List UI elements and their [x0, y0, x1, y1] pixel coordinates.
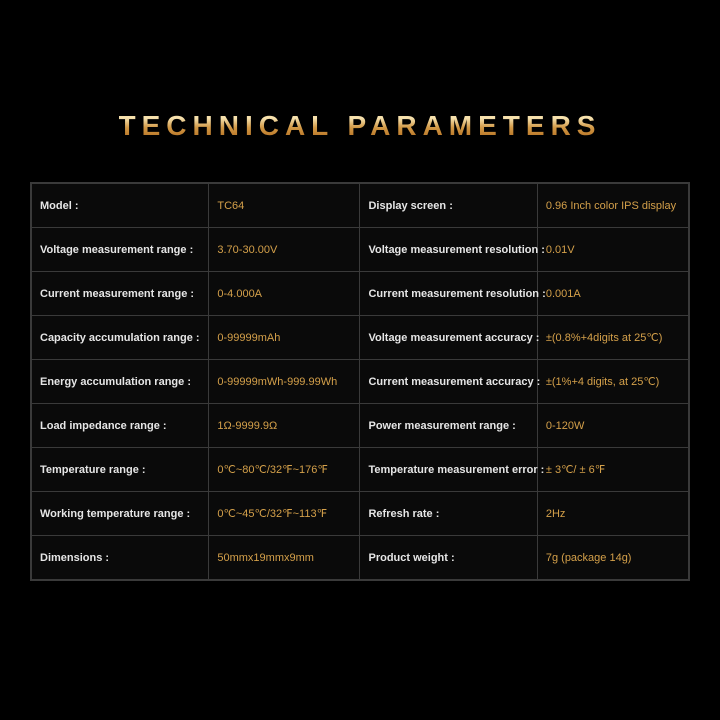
param-label: Voltage measurement resolution :: [360, 228, 537, 272]
param-value: 1Ω-9999.9Ω: [209, 404, 360, 448]
param-value: 50mmx19mmx9mm: [209, 536, 360, 580]
param-label: Refresh rate :: [360, 492, 537, 536]
param-value: 0-4.000A: [209, 272, 360, 316]
param-label: Current measurement accuracy :: [360, 360, 537, 404]
param-value: 0.96 Inch color IPS display: [537, 184, 688, 228]
param-label: Current measurement resolution :: [360, 272, 537, 316]
param-label: Model :: [32, 184, 209, 228]
param-value: 0℃~80℃/32℉~176℉: [209, 448, 360, 492]
param-value: TC64: [209, 184, 360, 228]
param-value: 2Hz: [537, 492, 688, 536]
param-label: Product weight :: [360, 536, 537, 580]
parameters-table-wrap: Model :TC64Display screen :0.96 Inch col…: [30, 182, 690, 581]
param-value: 0-99999mWh-999.99Wh: [209, 360, 360, 404]
param-label: Display screen :: [360, 184, 537, 228]
table-row: Capacity accumulation range :0-99999mAhV…: [32, 316, 689, 360]
page-title: TECHNICAL PARAMETERS: [119, 110, 602, 142]
param-value: 0-120W: [537, 404, 688, 448]
param-label: Voltage measurement range :: [32, 228, 209, 272]
table-row: Dimensions :50mmx19mmx9mmProduct weight …: [32, 536, 689, 580]
table-row: Energy accumulation range :0-99999mWh-99…: [32, 360, 689, 404]
param-label: Capacity accumulation range :: [32, 316, 209, 360]
table-row: Load impedance range :1Ω-9999.9ΩPower me…: [32, 404, 689, 448]
param-value: ±(0.8%+4digits at 25℃): [537, 316, 688, 360]
param-value: 0℃~45℃/32℉~113℉: [209, 492, 360, 536]
param-label: Power measurement range :: [360, 404, 537, 448]
param-label: Temperature range :: [32, 448, 209, 492]
param-value: 0-99999mAh: [209, 316, 360, 360]
param-label: Working temperature range :: [32, 492, 209, 536]
param-label: Voltage measurement accuracy :: [360, 316, 537, 360]
table-row: Model :TC64Display screen :0.96 Inch col…: [32, 184, 689, 228]
table-row: Current measurement range :0-4.000ACurre…: [32, 272, 689, 316]
param-value: 7g (package 14g): [537, 536, 688, 580]
param-value: 0.001A: [537, 272, 688, 316]
param-label: Temperature measurement error :: [360, 448, 537, 492]
param-value: 0.01V: [537, 228, 688, 272]
param-value: ± 3℃/ ± 6℉: [537, 448, 688, 492]
param-label: Current measurement range :: [32, 272, 209, 316]
param-label: Energy accumulation range :: [32, 360, 209, 404]
param-label: Dimensions :: [32, 536, 209, 580]
parameters-table: Model :TC64Display screen :0.96 Inch col…: [31, 183, 689, 580]
param-label: Load impedance range :: [32, 404, 209, 448]
table-row: Working temperature range :0℃~45℃/32℉~11…: [32, 492, 689, 536]
param-value: 3.70-30.00V: [209, 228, 360, 272]
table-row: Temperature range :0℃~80℃/32℉~176℉Temper…: [32, 448, 689, 492]
param-value: ±(1%+4 digits, at 25℃): [537, 360, 688, 404]
table-row: Voltage measurement range :3.70-30.00VVo…: [32, 228, 689, 272]
